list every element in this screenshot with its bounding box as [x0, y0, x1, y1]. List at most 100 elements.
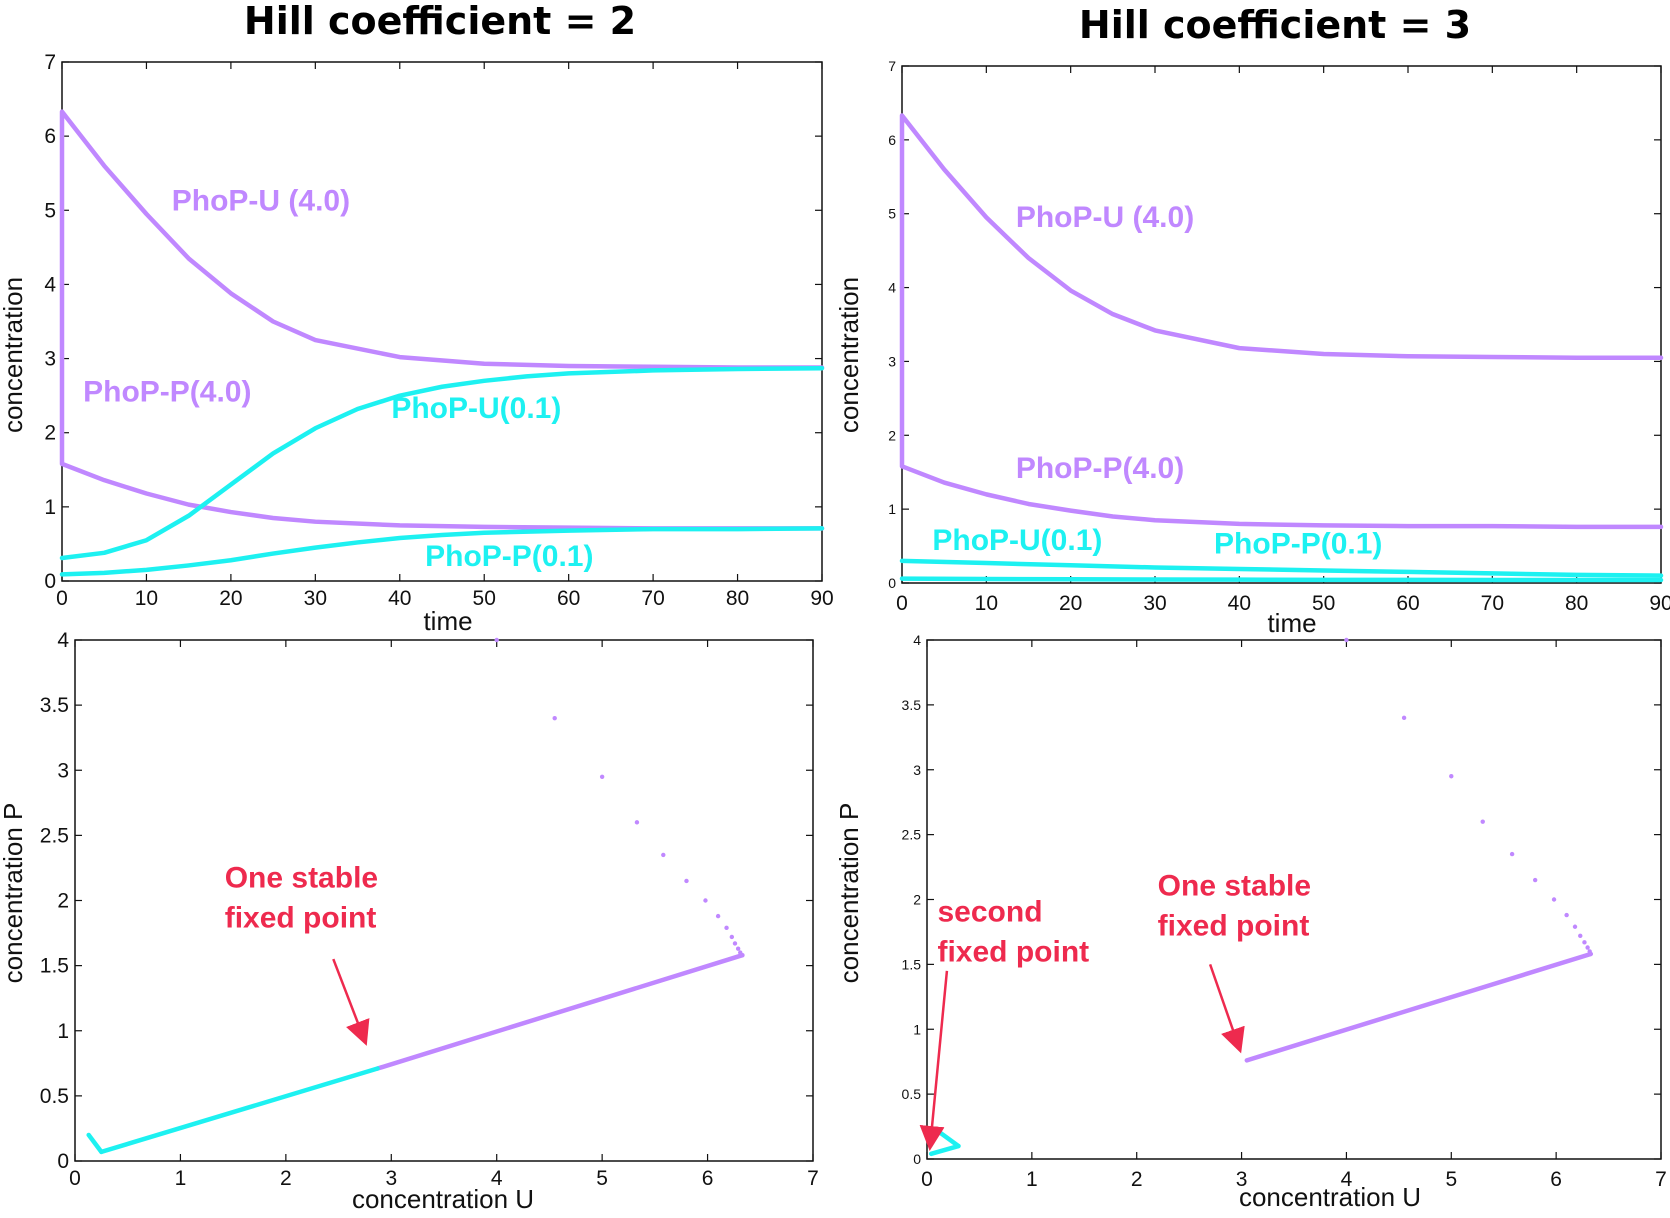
series-point: [724, 925, 729, 931]
series-label: PhoP-U (4.0): [1016, 201, 1194, 234]
series-point: [1480, 819, 1485, 824]
y-tick-label: 0: [913, 1151, 921, 1167]
y-tick-label: 7: [44, 51, 56, 74]
initial-point: [60, 221, 64, 226]
initial-point: [60, 345, 64, 350]
y-tick-label: 0.5: [902, 1086, 922, 1102]
series-label: PhoP-P(4.0): [83, 376, 251, 409]
x-tick-label: 40: [1228, 592, 1251, 615]
series-point: [684, 878, 689, 884]
x-tick-label: 3: [385, 1167, 397, 1190]
x-axis-label: time: [1267, 608, 1316, 638]
x-tick-label: 90: [810, 587, 833, 610]
time-chart-hill-2: 0 10 20 30 40 50 60 70 80 90 0 1 2 3 4 5 6 7 time concentra…: [0, 51, 834, 636]
y-tick-label: 1: [44, 496, 56, 519]
initial-point: [900, 374, 904, 379]
series-line: [375, 952, 745, 1071]
series-point: [1564, 912, 1569, 918]
series-line: [928, 1143, 961, 1157]
x-tick-label: 5: [596, 1167, 608, 1190]
y-tick-label: 3: [57, 759, 69, 782]
series-line: [1244, 951, 1593, 1063]
x-tick-label: 2: [280, 1167, 292, 1190]
time-chart-hill-3: 0 10 20 30 40 50 60 70 80 90 0 1 2 3 4 5 6 7 time concentra…: [834, 58, 1670, 638]
y-tick-label: 1: [57, 1020, 69, 1043]
series-line: [899, 576, 1664, 583]
series-label: PhoP-P(0.1): [1214, 527, 1382, 560]
series-line: [59, 365, 825, 561]
initial-point: [60, 425, 64, 430]
y-tick-label: 3.5: [902, 697, 922, 713]
x-tick-label: 7: [807, 1167, 819, 1190]
initial-point: [900, 251, 904, 256]
x-axis-label: time: [423, 606, 472, 636]
x-tick-label: 60: [1396, 592, 1419, 615]
series-point: [1582, 940, 1587, 945]
x-tick-label: 1: [175, 1167, 187, 1190]
x-tick-label: 10: [135, 587, 158, 610]
x-tick-label: 0: [896, 592, 908, 615]
series-point: [661, 852, 666, 858]
y-tick-label: 3: [913, 762, 921, 778]
x-tick-label: 5: [1445, 1168, 1457, 1191]
series-label: PhoP-U (4.0): [172, 184, 350, 217]
series-point: [715, 913, 721, 919]
y-tick-label: 4: [888, 280, 896, 296]
series-point: [552, 715, 557, 721]
y-tick-label: 0: [44, 570, 56, 593]
series-point: [599, 774, 605, 779]
series-label: PhoP-U(0.1): [932, 524, 1102, 557]
x-axis-label: concentration U: [352, 1184, 534, 1214]
series-point: [1585, 945, 1590, 950]
y-tick-label: 0: [888, 575, 896, 591]
y-axis-label: concentration P: [0, 803, 28, 984]
x-tick-label: 90: [1649, 592, 1670, 615]
x-tick-label: 10: [975, 592, 998, 615]
x-tick-label: 0: [56, 587, 68, 610]
x-tick-label: 4: [491, 1167, 503, 1190]
initial-point: [900, 428, 904, 433]
initial-point: [900, 173, 904, 178]
annotation-arrow: [1208, 963, 1245, 1054]
initial-point: [900, 321, 904, 326]
initial-point: [900, 348, 904, 353]
initial-point: [60, 399, 64, 404]
x-axis-label: concentration U: [1239, 1182, 1421, 1212]
series-point: [1551, 897, 1557, 902]
initial-point: [900, 147, 904, 152]
y-tick-label: 6: [888, 132, 896, 148]
annotation-line: fixed point: [225, 901, 377, 934]
initial-point: [60, 318, 64, 323]
initial-point: [60, 372, 64, 377]
y-tick-label: 3: [888, 353, 896, 369]
x-tick-label: 50: [1312, 592, 1335, 615]
x-tick-label: 20: [1059, 592, 1082, 615]
y-tick-label: 4: [57, 629, 69, 652]
annotation-line: fixed point: [937, 936, 1089, 969]
x-tick-label: 0: [921, 1168, 933, 1191]
x-tick-label: 40: [388, 587, 411, 610]
series-line: [899, 113, 1664, 360]
y-tick-label: 1.5: [40, 955, 69, 978]
y-tick-label: 2.5: [902, 827, 922, 843]
series-point: [1344, 637, 1349, 643]
y-tick-label: 7: [888, 58, 896, 74]
initial-point: [900, 199, 904, 204]
y-tick-label: 0: [57, 1150, 69, 1173]
initial-point: [60, 144, 64, 149]
x-tick-label: 30: [304, 587, 327, 610]
x-tick-label: 6: [702, 1167, 714, 1190]
y-tick-label: 6: [44, 125, 56, 148]
x-tick-label: 80: [1565, 592, 1588, 615]
y-tick-label: 0.5: [40, 1085, 69, 1108]
y-axis-label: concentration: [834, 277, 864, 433]
series-line: [899, 285, 1664, 530]
series-point: [1532, 877, 1538, 883]
annotation-line: One stable: [1158, 870, 1311, 903]
series-line: [86, 1132, 104, 1155]
y-axis-label: concentration P: [834, 803, 864, 984]
plot-frame: [74, 639, 814, 1162]
series-point: [1449, 774, 1454, 779]
